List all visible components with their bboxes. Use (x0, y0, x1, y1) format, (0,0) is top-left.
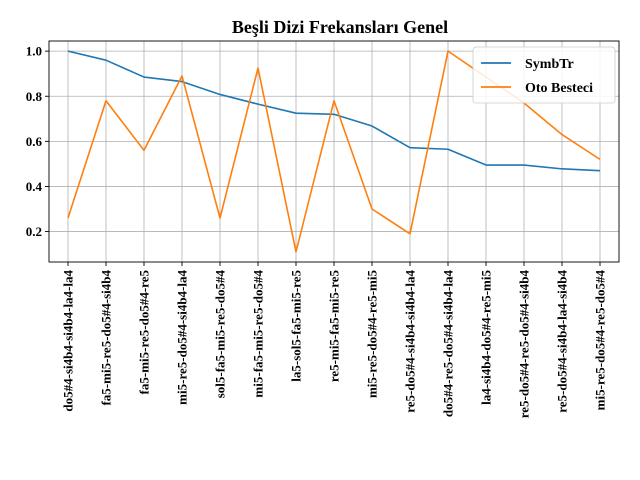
chart-title: Beşli Dizi Frekansları Genel (232, 17, 448, 37)
y-tick-label: 0.2 (26, 224, 42, 239)
x-tick-labels: do5#4-si4b4-si4b4-la4-la4 fa5-mi5-re5-do5… (61, 262, 608, 418)
x-tick-label: do5#4-re5-do5#4-si4b4-la4 (441, 270, 456, 418)
x-tick-label: mi5-re5-do5#4-re5-do5#4 (593, 270, 608, 411)
x-tick-label: re5-mi5-fa5-mi5-re5 (327, 270, 342, 383)
legend: SymbTr Oto Besteci (472, 46, 616, 104)
y-tick-label: 0.8 (26, 89, 43, 104)
x-tick-label: mi5-re5-do5#4-si4b4-la4 (175, 270, 190, 405)
legend-label: Oto Besteci (525, 81, 593, 96)
legend-box (472, 46, 616, 104)
x-tick-label: mi5-re5-do5#4-re5-mi5 (365, 270, 380, 399)
x-tick-label: fa5-mi5-re5-do5#4-si4b4 (99, 270, 114, 406)
x-tick-label: do5#4-si4b4-si4b4-la4-la4 (61, 270, 76, 412)
grid-layer (49, 41, 619, 262)
y-tick-label: 0.4 (26, 179, 43, 194)
legend-label: SymbTr (525, 57, 574, 72)
x-tick-label: fa5-mi5-re5-do5#4-re5 (137, 270, 152, 395)
series-line-symbtr (67, 50, 601, 172)
y-tick-labels: 0.2 0.4 0.6 0.8 1.0 (26, 44, 49, 239)
x-tick-label: mi5-fa5-mi5-re5-do5#4 (251, 270, 266, 398)
x-tick-label: la4-si4b4-do5#4-re5-mi5 (479, 270, 494, 405)
x-tick-label: la5-sol5-fa5-mi5-re5 (289, 270, 304, 382)
x-tick-label: re5-do5#4-si4b4-la4-si4b4 (555, 270, 570, 413)
x-tick-label: re5-do5#4-si4b4-si4b4-la4 (403, 270, 418, 413)
y-tick-label: 1.0 (26, 44, 42, 59)
x-tick-label: sol5-fa5-mi5-re5-do5#4 (213, 270, 228, 399)
y-tick-label: 0.6 (26, 134, 43, 149)
x-tick-label: re5-do5#4-re5-do5#4-si4b4 (517, 270, 532, 419)
